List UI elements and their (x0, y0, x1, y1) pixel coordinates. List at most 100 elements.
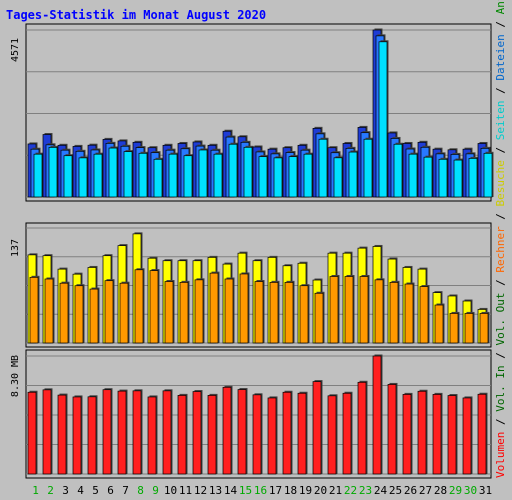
bar-requests-seiten-day-13 (213, 152, 224, 198)
bar-volume-volumen-day-31-face (477, 393, 487, 475)
bar-requests-seiten-day-13-face (213, 153, 223, 198)
bar-visits-rechner-day-26 (404, 282, 415, 344)
legend-separator: / (494, 206, 507, 226)
bar-requests-seiten-day-26 (408, 152, 419, 198)
bar-requests-seiten-day-23 (363, 137, 374, 198)
bar-requests-seiten-day-6-face (108, 147, 118, 198)
x-tick-label-day-15: 15 (239, 484, 252, 497)
bar-visits-rechner-day-8-face (134, 269, 144, 344)
legend-entry-vol-in: Vol. In (494, 365, 507, 411)
bar-visits-rechner-day-9 (149, 269, 160, 344)
x-tick-label-day-25: 25 (389, 484, 402, 497)
bar-visits-rechner-day-3 (59, 281, 70, 344)
bar-requests-seiten-day-19 (303, 152, 314, 198)
x-tick-label-day-23: 23 (359, 484, 372, 497)
axis-max-label: 137 (10, 239, 21, 257)
bar-visits-rechner-day-15-face (239, 273, 249, 344)
x-tick-label-day-17: 17 (269, 484, 282, 497)
bar-volume-volumen-day-20 (312, 380, 323, 475)
bar-visits-rechner-day-8 (134, 268, 145, 344)
bar-requests-seiten-day-25 (393, 142, 404, 198)
bar-visits-rechner-day-21 (329, 274, 340, 344)
bar-volume-volumen-day-28 (432, 392, 443, 475)
legend-entry-dateien: Dateien (494, 34, 507, 80)
bar-volume-volumen-day-18 (282, 390, 293, 475)
bar-visits-rechner-day-2-face (44, 278, 54, 344)
bar-volume-volumen-day-8-face (132, 390, 142, 475)
bar-requests-seiten-day-11-face (183, 155, 193, 198)
bar-requests-seiten-day-6 (108, 146, 119, 198)
x-tick-label-day-19: 19 (299, 484, 312, 497)
x-tick-label-day-8: 8 (137, 484, 144, 497)
bar-visits-rechner-day-20-face (314, 292, 324, 344)
bar-visits-rechner-day-24 (374, 278, 385, 344)
x-tick-label-day-31: 31 (479, 484, 492, 497)
bar-volume-volumen-day-6-face (102, 389, 112, 475)
bar-volume-volumen-day-2 (42, 388, 53, 475)
bar-visits-rechner-day-17 (269, 280, 280, 344)
x-tick-label-day-30: 30 (464, 484, 477, 497)
bar-volume-volumen-day-19 (297, 391, 308, 475)
bar-requests-seiten-day-4-face (78, 157, 88, 198)
bar-requests-seiten-day-3 (63, 154, 74, 198)
bar-visits-rechner-day-23 (359, 274, 370, 344)
bar-volume-volumen-day-11 (177, 393, 188, 475)
bar-visits-rechner-day-1 (29, 275, 40, 344)
bar-volume-volumen-day-17 (267, 396, 278, 475)
bar-visits-rechner-day-16-face (254, 281, 264, 344)
bar-visits-rechner-day-27 (419, 285, 430, 344)
bar-visits-rechner-day-5 (89, 287, 100, 344)
bar-volume-volumen-day-28-face (432, 394, 442, 475)
x-tick-label-day-27: 27 (419, 484, 432, 497)
bar-visits-rechner-day-29-face (449, 313, 459, 344)
bar-volume-volumen-day-8 (132, 389, 143, 475)
x-tick-label-day-7: 7 (122, 484, 129, 497)
bar-volume-volumen-day-15-face (237, 389, 247, 475)
bar-requests-seiten-day-15-face (243, 146, 253, 198)
bar-volume-volumen-day-1-face (27, 391, 37, 475)
bar-volume-volumen-day-5-face (87, 396, 97, 475)
bar-volume-volumen-day-10 (162, 389, 173, 475)
bar-requests-seiten-day-12-face (198, 149, 208, 198)
bar-requests-seiten-day-1 (33, 152, 44, 198)
bar-requests-seiten-day-5 (93, 152, 104, 198)
bar-requests-seiten-day-7 (123, 150, 134, 198)
bar-requests-seiten-day-26-face (408, 153, 418, 198)
x-tick-label-day-4: 4 (77, 484, 84, 497)
x-tick-label-day-12: 12 (194, 484, 207, 497)
bar-visits-rechner-day-24-face (374, 279, 384, 344)
bar-volume-volumen-day-27-face (417, 390, 427, 475)
bar-volume-volumen-day-30 (462, 396, 473, 475)
bar-visits-rechner-day-27-face (419, 286, 429, 344)
bar-visits-rechner-day-6 (104, 279, 115, 344)
bar-visits-rechner-day-23-face (359, 276, 369, 344)
legend-entry-rechner: Rechner (494, 226, 507, 273)
bar-visits-rechner-day-15 (239, 272, 250, 344)
bar-volume-volumen-day-16 (252, 393, 263, 475)
bar-requests-seiten-day-10-face (168, 153, 178, 198)
bar-requests-seiten-day-3-face (63, 155, 73, 198)
bar-volume-volumen-day-17-face (267, 397, 277, 475)
bar-volume-volumen-day-7-face (117, 390, 127, 475)
bar-volume-volumen-day-19-face (297, 392, 307, 475)
legend-separator: / (494, 81, 507, 101)
bar-visits-rechner-day-25 (389, 280, 400, 344)
bar-requests-seiten-day-10 (168, 152, 179, 198)
bar-requests-seiten-day-14 (228, 142, 239, 198)
bar-volume-volumen-day-6 (102, 388, 113, 475)
panel-requests: 4571 (10, 23, 494, 202)
bar-visits-rechner-day-21-face (329, 276, 339, 344)
bar-visits-rechner-day-20 (314, 291, 325, 344)
bar-volume-volumen-day-9 (147, 395, 158, 475)
bar-volume-volumen-day-24-face (372, 355, 382, 475)
bar-volume-volumen-day-24 (372, 354, 383, 475)
bar-volume-volumen-day-15 (237, 388, 248, 475)
bar-volume-volumen-day-30-face (462, 397, 472, 475)
bar-volume-volumen-day-25 (387, 382, 398, 475)
bar-visits-rechner-day-31 (479, 311, 490, 344)
bar-volume-volumen-day-29 (447, 394, 458, 475)
legend-entry-besuche: Besuche (494, 160, 507, 206)
bar-volume-volumen-day-18-face (282, 391, 292, 475)
